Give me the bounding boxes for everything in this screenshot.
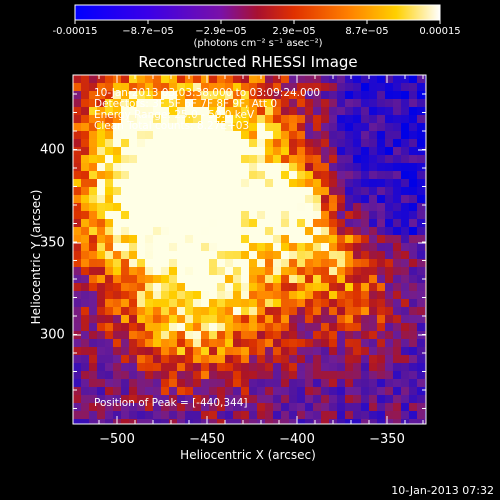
info-time-range: 10-Jan-2013 03:03:38.000 to 03:09:24.000: [94, 87, 321, 99]
x-axis-label: Heliocentric X (arcsec): [180, 448, 316, 462]
plot-frame: [72, 74, 427, 425]
heatmap-image: [73, 75, 426, 424]
colorbar-ticks: [74, 20, 441, 24]
y-tick-label: 400: [40, 142, 65, 158]
colorbar-tick-label: 0.00015: [419, 26, 461, 37]
colorbar: [74, 4, 441, 21]
colorbar-tick-label: −2.9e−05: [195, 26, 247, 37]
plot-title: Reconstructed RHESSI Image: [138, 53, 358, 71]
x-tick-label: −350: [369, 432, 405, 447]
x-tick-label: −450: [189, 432, 225, 447]
x-tick-label: −400: [279, 432, 315, 447]
colorbar-tick-label: -0.00015: [52, 26, 98, 37]
axis-ticks: [73, 75, 426, 424]
footer-timestamp: 10-Jan-2013 07:32: [391, 484, 494, 497]
colorbar-tick-label: 8.7e−05: [345, 26, 389, 37]
peak-position-label: Position of Peak = [-440,344]: [94, 397, 248, 409]
info-total-counts: Clean Total counts: 8.27E+03: [94, 120, 250, 132]
info-energy-range: Energy Range: 25.0 - 50.0 keV: [94, 109, 255, 121]
info-detectors: Detectors: 3F 5F 6F 7F 8F 9F, Att 0: [94, 98, 278, 110]
x-tick-label: −500: [99, 432, 135, 447]
y-axis-label: Heliocentric Y (arcsec): [29, 189, 43, 325]
colorbar-unit-label: (photons cm⁻² s⁻¹ asec⁻²): [193, 38, 323, 49]
y-tick-label: 300: [40, 327, 65, 343]
colorbar-tick-label: 2.9e−05: [272, 26, 316, 37]
y-tick-label: 350: [40, 235, 65, 251]
colorbar-tick-label: −8.7e−05: [122, 26, 174, 37]
